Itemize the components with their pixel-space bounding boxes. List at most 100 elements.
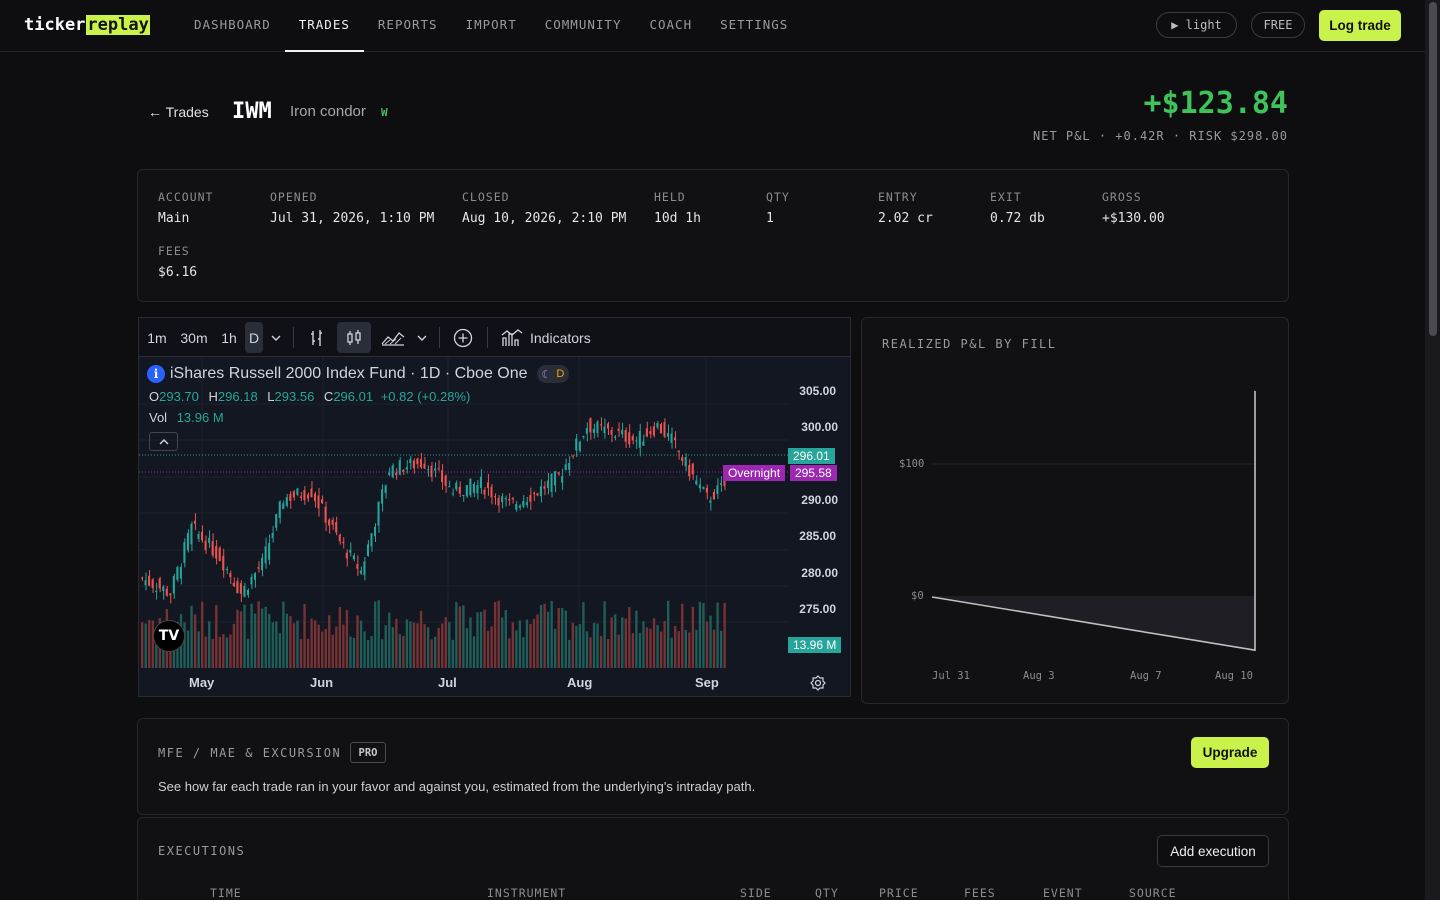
candle-body — [539, 486, 542, 497]
candle-body — [561, 476, 564, 483]
nav-dashboard[interactable]: DASHBOARD — [194, 17, 271, 32]
field-label: FEES — [158, 244, 190, 258]
candle-body — [278, 501, 281, 518]
volume-bar — [628, 607, 631, 668]
candle-body — [603, 426, 606, 434]
interval-30m-button[interactable]: 30m — [180, 329, 208, 346]
col-header-fees[interactable]: FEES — [964, 886, 996, 900]
volume-bar — [204, 636, 207, 668]
volume-bar — [501, 617, 504, 668]
nav-trades[interactable]: TRADES — [284, 0, 364, 52]
col-header-price[interactable]: PRICE — [879, 886, 919, 900]
upgrade-button[interactable]: Upgrade — [1191, 737, 1269, 768]
back-to-trades-link[interactable]: ← Trades — [148, 104, 209, 120]
log-trade-button[interactable]: Log trade — [1319, 10, 1401, 41]
scrollbar-thumb[interactable] — [1429, 2, 1437, 336]
volume-bar — [455, 602, 458, 668]
ohlc-change: +0.82 (+0.28%) — [380, 389, 471, 404]
volume-bar — [656, 625, 659, 668]
add-symbol-icon[interactable] — [449, 322, 477, 353]
nav-links: DASHBOARD TRADES REPORTS IMPORT COMMUNIT… — [180, 0, 802, 52]
col-header-side[interactable]: SIDE — [740, 886, 772, 900]
nav-reports[interactable]: REPORTS — [377, 17, 438, 32]
field-value: +$130.00 — [1102, 211, 1165, 226]
overnight-label: Overnight — [723, 465, 786, 481]
volume-bar — [536, 614, 539, 668]
candle-body — [518, 505, 521, 508]
candle-body — [239, 583, 242, 594]
ohlc-legend: O293.70 H296.18 L293.56 C296.01 +0.82 (+… — [149, 389, 470, 404]
candle-body — [681, 457, 684, 461]
col-header-instrument[interactable]: INSTRUMENT — [487, 886, 567, 900]
volume-bar — [239, 611, 243, 668]
chevron-up-icon — [159, 438, 168, 444]
chart-settings-icon[interactable] — [810, 675, 826, 696]
candle-body — [289, 493, 292, 501]
candle-body — [511, 497, 514, 500]
plan-badge[interactable]: FREE — [1251, 12, 1305, 38]
nav-settings[interactable]: SETTINGS — [720, 17, 789, 32]
candle-body — [275, 514, 278, 528]
candle-body — [342, 541, 345, 544]
volume-bar — [363, 631, 366, 668]
interval-dropdown-chevron-icon[interactable] — [267, 322, 285, 353]
volume-bar — [335, 626, 338, 668]
volume-bar — [426, 627, 430, 668]
nav-coach[interactable]: COACH — [649, 17, 693, 32]
interval-d-button[interactable]: D — [245, 322, 263, 353]
info-icon[interactable]: i — [147, 365, 165, 383]
candle-body — [416, 458, 419, 465]
nav-import[interactable]: IMPORT — [465, 17, 517, 32]
area-style-icon[interactable] — [377, 322, 409, 353]
interval-1m-button[interactable]: 1m — [147, 329, 167, 346]
col-header-time[interactable]: TIME — [210, 886, 242, 900]
volume-bar — [592, 622, 596, 668]
volume-bar — [723, 602, 726, 668]
add-execution-button[interactable]: Add execution — [1157, 835, 1269, 867]
candle-body — [282, 503, 285, 509]
compare-icon[interactable] — [303, 322, 331, 353]
collapse-legend-button[interactable] — [149, 432, 178, 451]
col-header-source[interactable]: SOURCE — [1129, 886, 1177, 900]
logo[interactable]: ticker replay — [24, 15, 150, 35]
volume-bar — [398, 634, 402, 668]
time-axis-label: Sep — [695, 675, 719, 690]
volume-bar — [373, 601, 377, 668]
volume-bar — [250, 603, 253, 668]
volume-bar — [705, 621, 709, 668]
candle-body — [349, 549, 352, 553]
nav-community[interactable]: COMMUNITY — [544, 17, 622, 32]
candle-body — [691, 463, 694, 475]
trade-details-card: ACCOUNT Main OPENED Jul 31, 2026, 1:10 PM … — [137, 169, 1289, 302]
candle-body — [246, 589, 249, 596]
indicators-button[interactable]: Indicators — [497, 322, 597, 353]
theme-toggle-button[interactable]: ▶ light — [1156, 12, 1237, 38]
volume-bar — [539, 605, 543, 668]
volume-legend: Vol 13.96 M — [149, 410, 224, 425]
volume-bar — [402, 635, 405, 668]
ohlc-h-label: H — [208, 389, 218, 404]
candle-body — [564, 464, 567, 470]
volume-bar — [370, 636, 373, 668]
realized-pnl-title: REALIZED P&L BY FILL — [882, 337, 1057, 351]
candlestick-chart[interactable] — [139, 357, 850, 697]
symbol-title[interactable]: i iShares Russell 2000 Index Fund · 1D ·… — [147, 365, 570, 383]
price-chart-widget[interactable]: 1m 30m 1h D Indicators i iShares Russell… — [138, 317, 851, 697]
col-header-qty[interactable]: QTY — [815, 886, 839, 900]
style-dropdown-chevron-icon[interactable] — [413, 322, 431, 353]
candle-body — [391, 465, 394, 478]
col-header-event[interactable]: EVENT — [1043, 886, 1083, 900]
candle-body — [712, 492, 715, 500]
volume-bar — [465, 628, 469, 668]
candle-body — [193, 520, 196, 524]
tradingview-logo[interactable]: TV — [153, 620, 185, 652]
vol-value: 13.96 M — [176, 410, 224, 425]
executions-title: EXECUTIONS — [158, 844, 246, 858]
candles-style-icon[interactable] — [337, 322, 371, 353]
volume-bar — [695, 629, 698, 668]
interval-1h-button[interactable]: 1h — [221, 329, 237, 346]
session-mode-badge[interactable]: ☾ D — [536, 365, 570, 383]
candle-body — [232, 582, 235, 587]
volume-bar — [610, 617, 613, 668]
candle-body — [285, 497, 288, 506]
